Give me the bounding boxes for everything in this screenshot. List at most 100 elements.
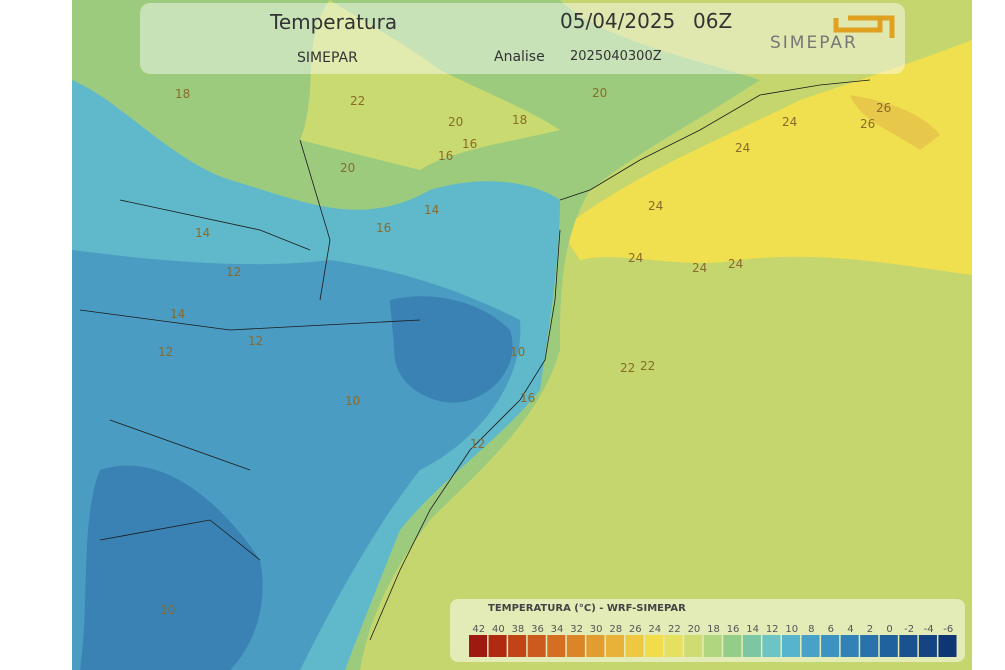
legend-swatch bbox=[547, 635, 566, 657]
warm-core bbox=[850, 95, 940, 150]
contour-label: 26 bbox=[876, 101, 891, 115]
legend-swatch bbox=[469, 635, 488, 657]
north-land bbox=[72, 0, 560, 170]
cold-core bbox=[390, 296, 513, 403]
legend-label: 2 bbox=[867, 624, 873, 635]
contour-label: 26 bbox=[860, 117, 875, 131]
source: SIMEPAR bbox=[297, 50, 358, 66]
contour-label: 20 bbox=[448, 115, 463, 129]
legend-swatch bbox=[860, 635, 879, 657]
legend-label: 20 bbox=[688, 624, 701, 635]
contour-label: 24 bbox=[735, 141, 750, 155]
legend-label: 26 bbox=[629, 624, 642, 635]
analysis-time: 2025040300Z bbox=[570, 49, 662, 64]
cold-south bbox=[80, 465, 263, 670]
legend-swatch bbox=[821, 635, 840, 657]
legend-label: 8 bbox=[808, 624, 814, 635]
legend-label: -2 bbox=[904, 624, 914, 635]
date: 05/04/2025 bbox=[560, 9, 675, 33]
legend-swatch bbox=[723, 635, 742, 657]
contour-label: 22 bbox=[640, 359, 655, 373]
legend-label: 28 bbox=[609, 624, 622, 635]
contour-label: 14 bbox=[424, 203, 439, 217]
contour-label: 24 bbox=[628, 251, 643, 265]
legend-swatch bbox=[742, 635, 761, 657]
legend: TEMPERATURA (°C) - WRF-SIMEPAR 42 40 38 36 3… bbox=[450, 599, 965, 662]
legend-label: 10 bbox=[785, 624, 798, 635]
contour-label: 16 bbox=[376, 221, 391, 235]
contour-label: 24 bbox=[648, 199, 663, 213]
legend-label: 22 bbox=[668, 624, 681, 635]
legend-swatch bbox=[879, 635, 898, 657]
legend-swatch bbox=[664, 635, 683, 657]
legend-swatch bbox=[527, 635, 546, 657]
legend-swatch bbox=[703, 635, 722, 657]
contour-label: 18 bbox=[175, 87, 190, 101]
contour-label: 14 bbox=[170, 307, 185, 321]
header-panel bbox=[140, 3, 905, 74]
contour-label: 24 bbox=[692, 261, 707, 275]
contour-label: 14 bbox=[195, 226, 210, 240]
legend-label: 32 bbox=[570, 624, 583, 635]
legend-swatch bbox=[605, 635, 624, 657]
analysis-label: Analise bbox=[494, 49, 545, 65]
legend-swatch bbox=[781, 635, 801, 657]
contour-label: 10 bbox=[160, 603, 175, 617]
legend-swatch bbox=[586, 635, 605, 657]
borders bbox=[79, 79, 871, 641]
legend-label: 12 bbox=[766, 624, 779, 635]
legend-label: 6 bbox=[828, 624, 834, 635]
legend-label: 42 bbox=[472, 624, 485, 635]
contour-label: 16 bbox=[462, 137, 477, 151]
legend-swatch bbox=[762, 635, 781, 657]
contour-label: 12 bbox=[226, 265, 241, 279]
legend-label: 14 bbox=[746, 624, 759, 635]
legend-label: -4 bbox=[924, 624, 934, 635]
contour-label: 18 bbox=[512, 113, 527, 127]
legend-label: 36 bbox=[531, 624, 544, 635]
legend-title: TEMPERATURA (°C) - WRF-SIMEPAR bbox=[488, 603, 686, 614]
contour-label: 12 bbox=[248, 334, 263, 348]
legend-label: 40 bbox=[492, 624, 505, 635]
contour-label: 24 bbox=[782, 115, 797, 129]
legend-label: -6 bbox=[943, 624, 953, 635]
contour-label: 12 bbox=[470, 437, 485, 451]
legend-label: 4 bbox=[847, 624, 853, 635]
legend-swatch bbox=[938, 635, 957, 657]
legend-swatch bbox=[840, 635, 859, 657]
contour-label: 22 bbox=[620, 361, 635, 375]
legend-label: 24 bbox=[648, 624, 661, 635]
legend-label: 18 bbox=[707, 624, 720, 635]
legend-swatch bbox=[645, 635, 664, 657]
hour: 06Z bbox=[693, 9, 732, 33]
contour-label: 16 bbox=[438, 149, 453, 163]
logo-text: SIMEPAR bbox=[770, 33, 858, 53]
legend-swatch bbox=[566, 635, 585, 657]
legend-swatch bbox=[488, 635, 507, 657]
title: Temperatura bbox=[269, 10, 397, 34]
map: 18 22 20 18 16 16 20 20 26 26 24 24 24 2… bbox=[72, 0, 972, 670]
contour-label: 16 bbox=[520, 391, 535, 405]
legend-label: 30 bbox=[590, 624, 603, 635]
contour-label: 10 bbox=[345, 394, 360, 408]
contour-label: 22 bbox=[350, 94, 365, 108]
legend-swatch bbox=[508, 635, 527, 657]
header: Temperatura 05/04/2025 06Z SIMEPAR Anali… bbox=[140, 3, 905, 74]
legend-label: 38 bbox=[512, 624, 525, 635]
logo-mark bbox=[833, 15, 895, 38]
contour-label: 12 bbox=[158, 345, 173, 359]
contour-label: 20 bbox=[340, 161, 355, 175]
legend-swatch bbox=[899, 635, 918, 657]
contour-label: 20 bbox=[592, 86, 607, 100]
legend-swatch bbox=[684, 635, 703, 657]
legend-swatch bbox=[801, 635, 820, 657]
legend-label: 16 bbox=[727, 624, 740, 635]
legend-label: 0 bbox=[886, 624, 892, 635]
contour-label: 24 bbox=[728, 257, 743, 271]
legend-label: 34 bbox=[551, 624, 564, 635]
contour-labels: 18 22 20 18 16 16 20 20 26 26 24 24 24 2… bbox=[158, 86, 891, 617]
legend-swatch bbox=[625, 635, 644, 657]
legend-swatch bbox=[918, 635, 937, 657]
